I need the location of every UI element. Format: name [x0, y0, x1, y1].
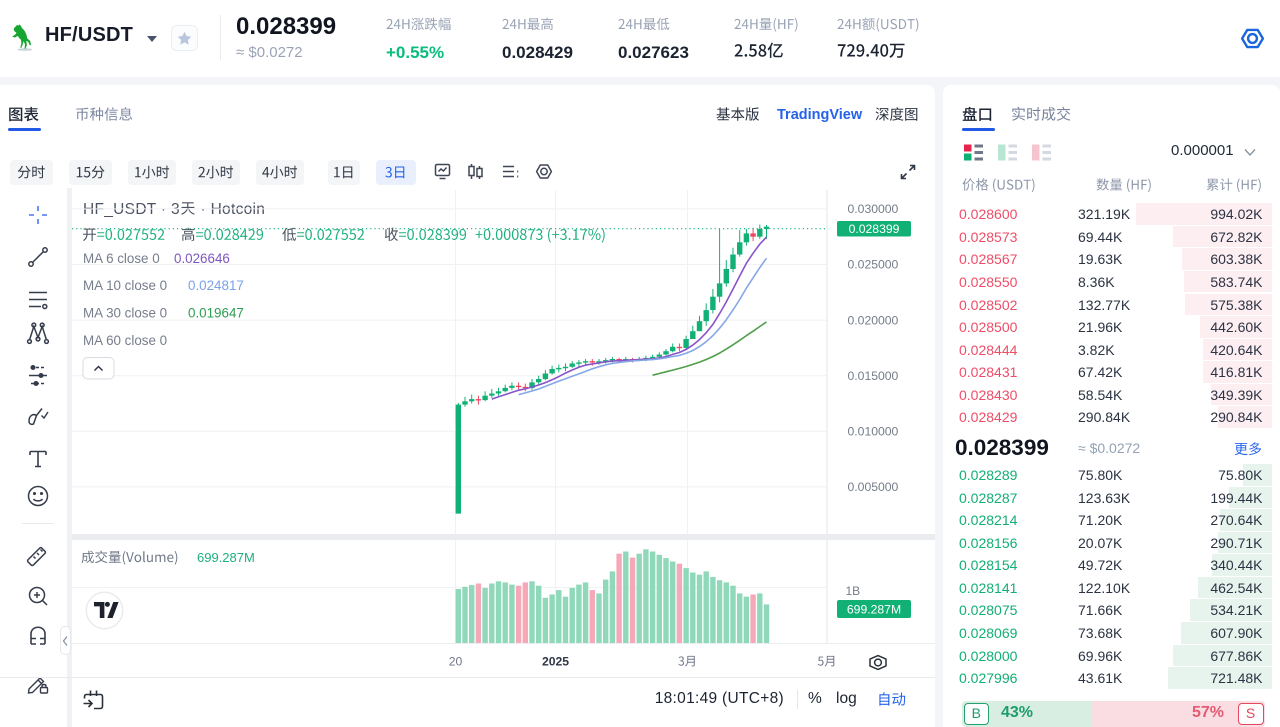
svg-text:1B: 1B	[846, 584, 861, 598]
svg-text:20: 20	[449, 655, 463, 669]
svg-text:0.030000: 0.030000	[848, 202, 899, 216]
svg-text:MA 6 close 0 0.026646: MA 6 close 0 0.026646	[83, 251, 230, 266]
svg-text:0.028399: 0.028399	[849, 222, 900, 236]
svg-text:0.020000: 0.020000	[848, 313, 899, 327]
svg-text:0.005000: 0.005000	[848, 480, 899, 494]
svg-text:MA 60 close 0: MA 60 close 0	[83, 333, 167, 348]
svg-text:0.025000: 0.025000	[848, 258, 899, 272]
svg-text:0.010000: 0.010000	[848, 425, 899, 439]
svg-text:MA 10 close 0 0.024817: MA 10 close 0 0.024817	[83, 278, 244, 293]
svg-text:2025: 2025	[542, 655, 569, 669]
svg-text:0.015000: 0.015000	[848, 369, 899, 383]
svg-text:699.287M: 699.287M	[197, 550, 255, 565]
svg-text:MA 30 close 0 0.019647: MA 30 close 0 0.019647	[83, 306, 244, 321]
svg-text:699.287M: 699.287M	[847, 602, 901, 616]
